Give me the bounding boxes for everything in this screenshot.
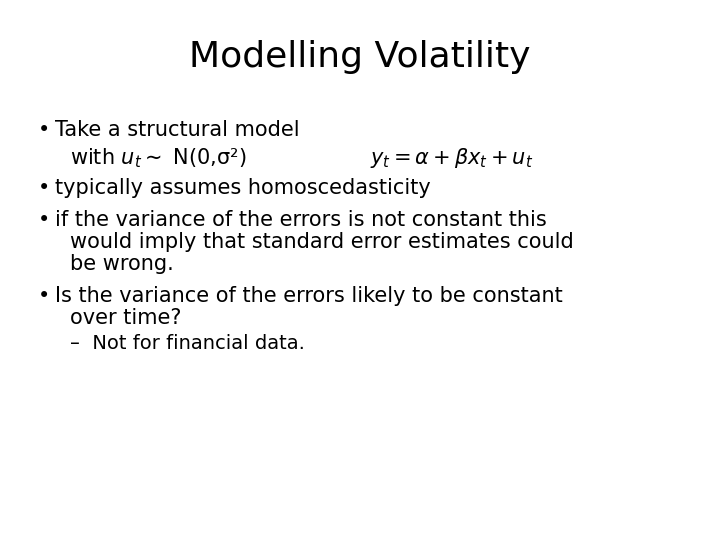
Text: typically assumes homoscedasticity: typically assumes homoscedasticity [55, 178, 431, 198]
Text: Is the variance of the errors likely to be constant: Is the variance of the errors likely to … [55, 286, 563, 306]
Text: with $u_t \sim$ N(0,σ²): with $u_t \sim$ N(0,σ²) [70, 146, 246, 170]
Text: if the variance of the errors is not constant this: if the variance of the errors is not con… [55, 210, 546, 230]
Text: Modelling Volatility: Modelling Volatility [189, 40, 531, 74]
Text: would imply that standard error estimates could: would imply that standard error estimate… [70, 232, 574, 252]
Text: $y_t = \alpha + \beta x_t + u_t$: $y_t = \alpha + \beta x_t + u_t$ [370, 146, 534, 170]
Text: over time?: over time? [70, 308, 181, 328]
Text: •: • [38, 210, 50, 230]
Text: •: • [38, 178, 50, 198]
Text: be wrong.: be wrong. [70, 254, 174, 274]
Text: Take a structural model: Take a structural model [55, 120, 300, 140]
Text: –  Not for financial data.: – Not for financial data. [70, 334, 305, 353]
Text: •: • [38, 286, 50, 306]
Text: •: • [38, 120, 50, 140]
